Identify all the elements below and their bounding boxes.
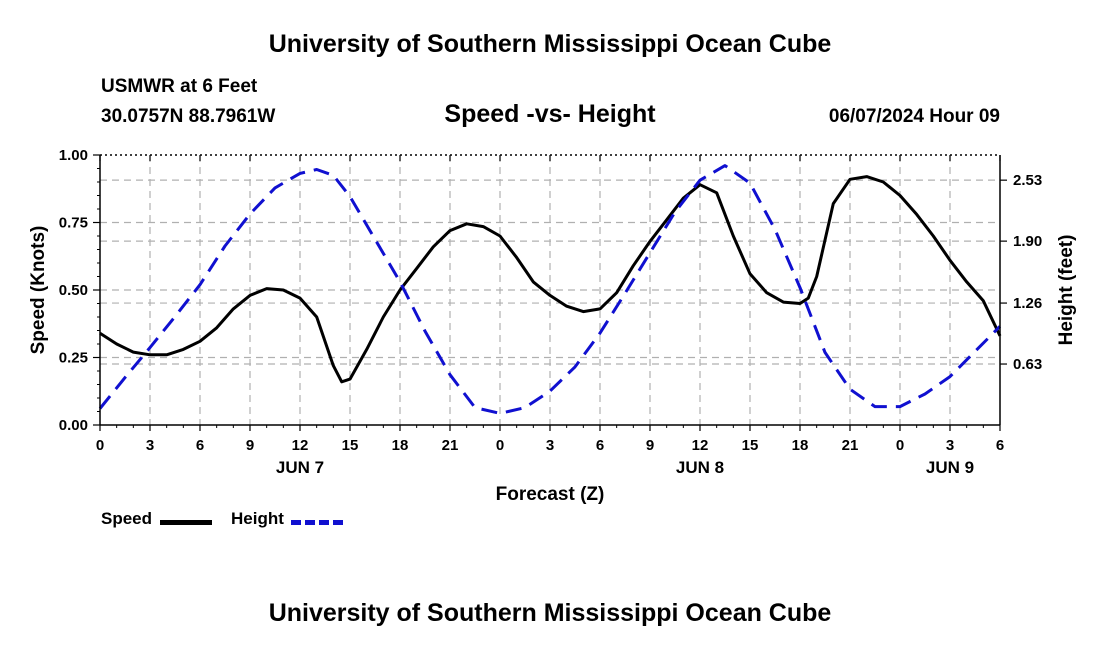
x-tick-label: 21 bbox=[442, 437, 459, 454]
series-line-speed bbox=[99, 175, 1002, 384]
x-tick-label: 15 bbox=[342, 437, 359, 454]
chart-subtitle: Speed -vs- Height bbox=[444, 100, 656, 128]
x-tick-label: 0 bbox=[96, 437, 104, 454]
axes: 0 3 6 9 12 15 18 21 0 3 6 9 12 15 18 21 0 3 6 JUN 7 JUN 8 JUN… bbox=[59, 147, 1042, 477]
x-tick-label: 6 bbox=[196, 437, 204, 454]
station-coordinates: 30.0757N 88.7961W bbox=[101, 106, 276, 127]
grid bbox=[100, 155, 1000, 425]
x-tick-label: 6 bbox=[596, 437, 604, 454]
forecast-date: 06/07/2024 Hour 09 bbox=[828, 106, 1000, 127]
x-tick-label: 18 bbox=[792, 437, 809, 454]
x-tick-label: 3 bbox=[146, 437, 154, 454]
x-tick-label: 12 bbox=[692, 437, 709, 454]
y2-tick-label: 0.63 bbox=[1013, 356, 1042, 373]
y2-tick-label: 1.90 bbox=[1013, 233, 1042, 250]
x-tick-label: 0 bbox=[496, 437, 504, 454]
y-tick-label: 0.00 bbox=[59, 417, 88, 434]
footer-title: University of Southern Mississippi Ocean… bbox=[268, 599, 832, 627]
y-tick-label: 0.25 bbox=[59, 350, 88, 367]
x-tick-label: 6 bbox=[996, 437, 1004, 454]
x-tick-label: 21 bbox=[842, 437, 859, 454]
y-tick-label: 0.75 bbox=[59, 215, 88, 232]
x-tick-label: 3 bbox=[946, 437, 954, 454]
series-layer bbox=[98, 164, 1002, 415]
x-tick-label: 18 bbox=[392, 437, 409, 454]
y2-tick-label: 1.26 bbox=[1013, 295, 1042, 312]
y-tick-label: 1.00 bbox=[59, 147, 88, 164]
y2-tick-label: 2.53 bbox=[1013, 172, 1042, 189]
station-name: USMWR at 6 Feet bbox=[101, 76, 258, 97]
y2-axis-title: Height (feet) bbox=[1056, 235, 1077, 346]
x-tick-label: 12 bbox=[292, 437, 309, 454]
x-tick-label: 0 bbox=[896, 437, 904, 454]
series-line-height bbox=[98, 164, 1002, 415]
chart-title: University of Southern Mississippi Ocean… bbox=[268, 30, 832, 58]
legend-speed-label: Speed bbox=[101, 509, 153, 528]
y-tick-label: 0.50 bbox=[59, 282, 88, 299]
x-tick-label: 9 bbox=[246, 437, 254, 454]
legend-height-label: Height bbox=[231, 509, 284, 528]
legend-height-swatch bbox=[291, 520, 343, 525]
date-label: JUN 7 bbox=[276, 458, 324, 477]
date-label: JUN 8 bbox=[676, 458, 724, 477]
y-axis-title: Speed (Knots) bbox=[28, 226, 49, 355]
x-tick-label: 3 bbox=[546, 437, 554, 454]
x-axis-title: Forecast (Z) bbox=[496, 484, 605, 505]
date-label: JUN 9 bbox=[926, 458, 974, 477]
legend-speed-swatch bbox=[160, 520, 212, 525]
x-tick-label: 15 bbox=[742, 437, 759, 454]
x-tick-label: 9 bbox=[646, 437, 654, 454]
